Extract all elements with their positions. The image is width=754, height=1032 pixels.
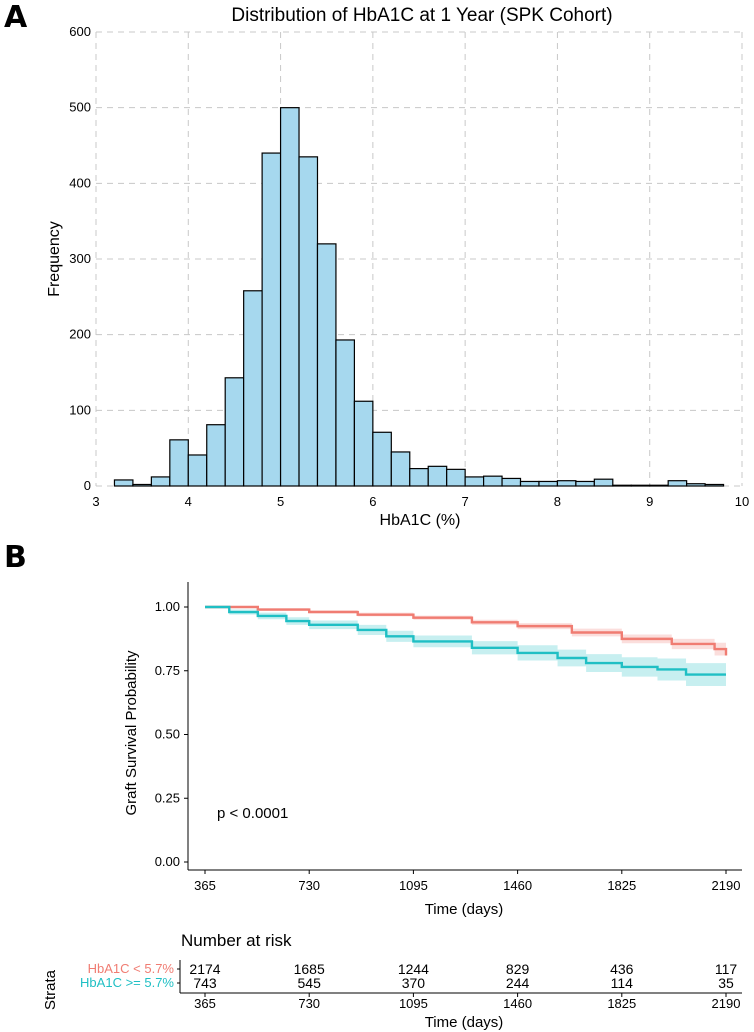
risk-count: 114 <box>611 975 634 991</box>
x-tick-label: 5 <box>277 494 284 509</box>
x-tick-label: 1095 <box>399 878 428 893</box>
x-tick-label: 8 <box>554 494 561 509</box>
chart-title: Distribution of HbA1C at 1 Year (SPK Coh… <box>231 5 612 26</box>
y-tick-label: 600 <box>69 24 91 39</box>
x-tick-label: 6 <box>369 494 376 509</box>
histogram-bar <box>519 480 540 487</box>
y-tick-label: 0.25 <box>155 790 180 805</box>
x-tick-label: 3 <box>92 494 99 509</box>
p-value-annotation: p < 0.0001 <box>217 805 288 822</box>
risk-x-tick-label: 1095 <box>399 996 428 1011</box>
histogram-bar <box>390 451 411 487</box>
x-tick-label: 10 <box>735 494 749 509</box>
y-tick-label: 100 <box>69 402 91 417</box>
x-axis-label: Time (days) <box>425 901 504 918</box>
y-tick-label: 400 <box>69 175 91 190</box>
number-at-risk-table: Number at risk Strata HbA1C < 5.7% 2174 1685… <box>42 931 742 1031</box>
panel-label-a: A <box>4 0 28 35</box>
x-tick-label: 1460 <box>503 878 532 893</box>
risk-x-axis-label: Time (days) <box>425 1014 504 1031</box>
risk-x-tick-label: 1825 <box>607 996 636 1011</box>
x-tick-label: 2190 <box>712 878 741 893</box>
risk-count: 2174 <box>189 961 220 977</box>
x-tick-label: 1825 <box>607 878 636 893</box>
y-tick-label: 200 <box>69 327 91 342</box>
x-axis-label: HbA1C (%) <box>380 512 461 529</box>
histogram-bar <box>667 480 688 487</box>
x-tick-label: 7 <box>462 494 469 509</box>
survival-curve-low <box>205 605 728 656</box>
y-tick-label: 500 <box>69 100 91 115</box>
risk-count: 117 <box>715 961 738 977</box>
strata-label: HbA1C < 5.7% <box>88 961 175 976</box>
histogram-bar <box>353 400 374 487</box>
histogram-bar <box>538 480 559 487</box>
x-tick-label: 9 <box>646 494 653 509</box>
histogram-bar <box>150 476 171 487</box>
panel-label-b: B <box>4 540 27 575</box>
histogram-bar <box>279 107 300 487</box>
histogram-bar <box>446 468 466 487</box>
histogram-bar <box>335 339 356 487</box>
histogram-bar <box>243 290 263 487</box>
histogram-bar <box>483 475 503 487</box>
histogram-bar <box>556 480 577 487</box>
risk-table-strata-label: Strata <box>42 969 59 1010</box>
histogram-bar <box>261 152 282 487</box>
histogram-bar <box>409 467 429 487</box>
y-tick-label: 1.00 <box>155 599 180 614</box>
histogram-bar <box>464 476 485 487</box>
risk-x-tick-label: 365 <box>194 996 216 1011</box>
survival-curve-chart: 0.00 0.25 0.50 0.75 1.00 365 730 1095 1460 1825 21… <box>123 582 742 918</box>
risk-x-tick-label: 2190 <box>712 996 741 1011</box>
x-tick-label: 4 <box>185 494 192 509</box>
histogram-bar <box>612 484 632 487</box>
risk-x-tick-label: 1460 <box>503 996 532 1011</box>
histogram-bar <box>132 483 152 487</box>
y-tick-label: 0.50 <box>155 727 180 742</box>
survival-curve-high <box>205 605 726 676</box>
histogram-bar <box>686 483 706 487</box>
histogram-chart: Distribution of HbA1C at 1 Year (SPK Coh… <box>46 5 749 529</box>
y-tick-label: 0 <box>84 478 91 493</box>
histogram-bar <box>593 478 614 487</box>
risk-count: 436 <box>610 961 634 977</box>
histogram-bar <box>575 480 595 487</box>
risk-count: 35 <box>718 975 734 991</box>
histogram-bar <box>113 479 134 487</box>
histogram-bar <box>206 424 226 487</box>
x-tick-label: 365 <box>194 878 216 893</box>
y-axis-label: Graft Survival Probability <box>123 650 140 816</box>
histogram-bar <box>501 477 522 487</box>
histogram-bar <box>224 377 245 487</box>
histogram-bar <box>169 439 189 487</box>
histogram-bar <box>187 454 208 487</box>
y-axis-label: Frequency <box>46 221 63 297</box>
risk-count: 1244 <box>398 961 429 977</box>
strata-label: HbA1C >= 5.7% <box>80 975 174 990</box>
histogram-bar <box>427 465 448 487</box>
histogram-bar <box>316 243 337 487</box>
risk-count: 743 <box>193 975 217 991</box>
y-tick-label: 0.00 <box>155 854 180 869</box>
y-tick-label: 300 <box>69 251 91 266</box>
x-tick-label: 730 <box>298 878 320 893</box>
risk-count: 829 <box>506 961 530 977</box>
histogram-bar <box>649 484 669 487</box>
confidence-band-high <box>205 607 726 687</box>
risk-count: 545 <box>298 975 322 991</box>
risk-count: 244 <box>506 975 530 991</box>
histogram-bar <box>372 431 392 487</box>
risk-count: 1685 <box>294 961 325 977</box>
risk-x-tick-label: 730 <box>298 996 320 1011</box>
y-tick-label: 0.75 <box>155 663 180 678</box>
histogram-bar <box>630 484 651 487</box>
risk-table-title: Number at risk <box>181 931 292 950</box>
risk-count: 370 <box>402 975 426 991</box>
histogram-bar <box>298 156 319 487</box>
histogram-bar <box>704 483 725 487</box>
